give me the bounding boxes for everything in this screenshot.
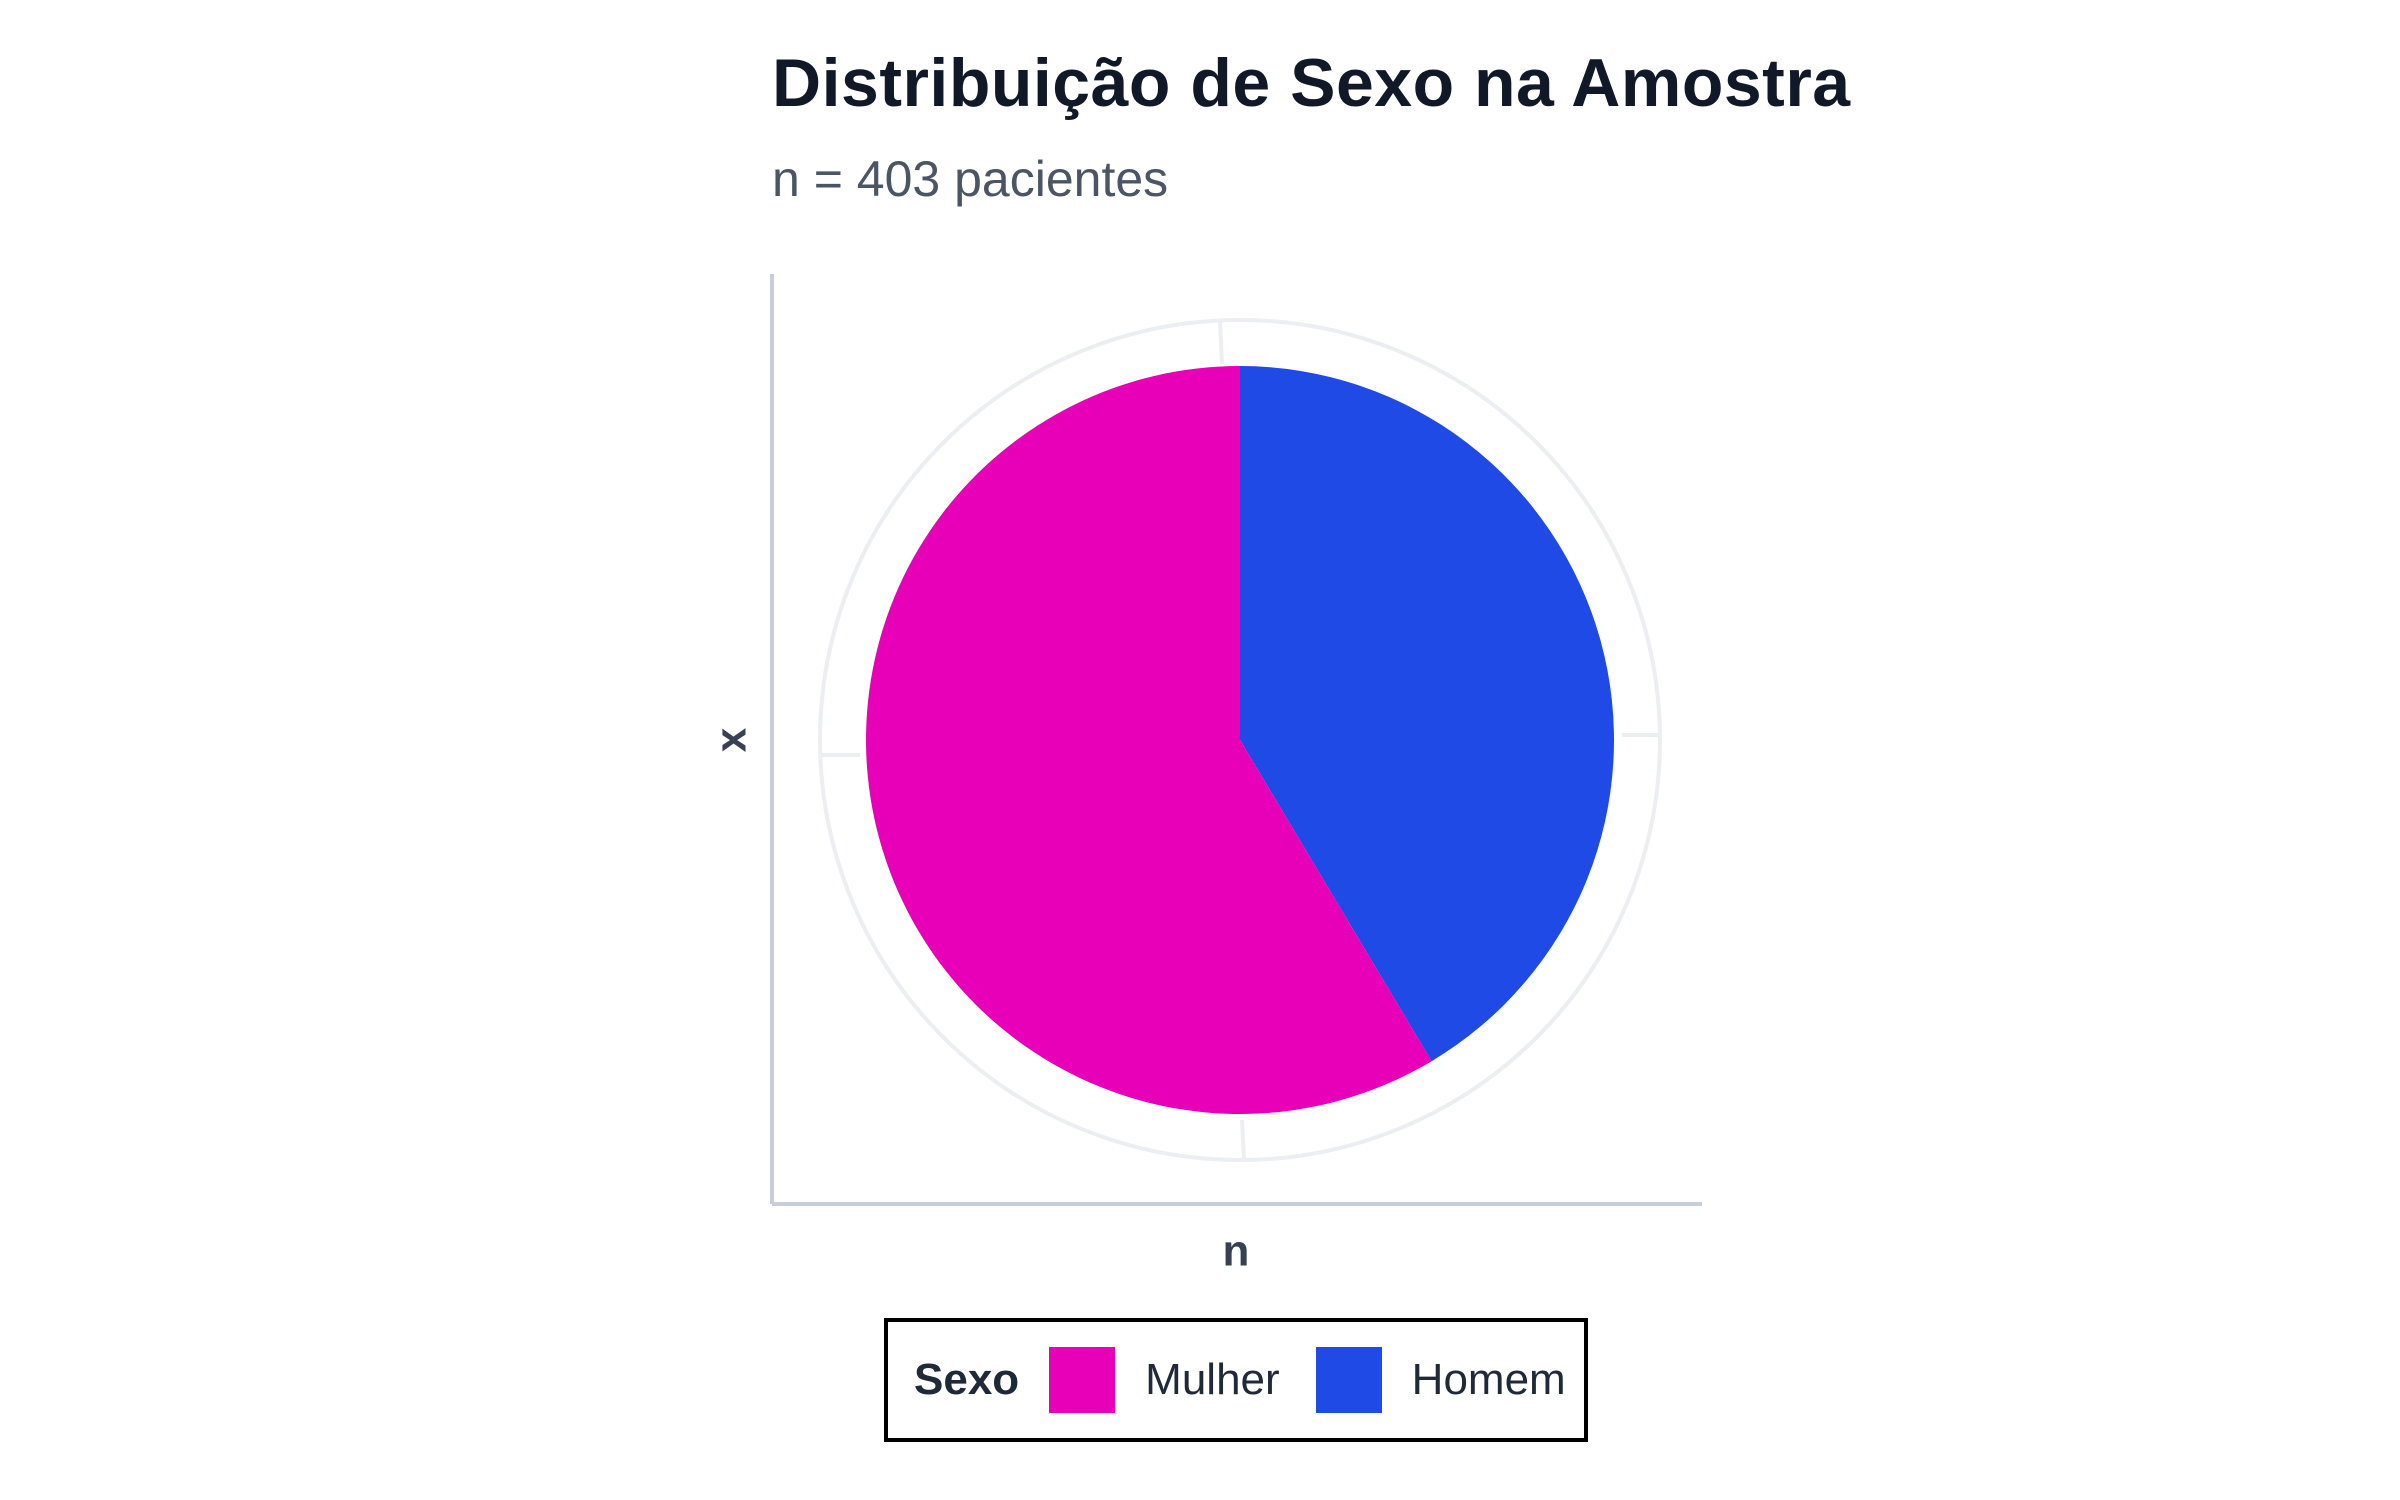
chart-title: Distribuição de Sexo na Amostra [772,45,1851,121]
pie-slices [866,366,1615,1114]
x-axis-label: n [1223,1227,1250,1276]
legend-swatch-mulher [1049,1347,1116,1413]
polar-grid-spoke [1240,1119,1246,1161]
legend-label-mulher: Mulher [1145,1355,1280,1404]
legend-label-homem: Homem [1411,1355,1566,1404]
legend-item-homem[interactable]: Homem [1315,1347,1566,1413]
legend-swatch-homem [1315,1347,1382,1413]
polar-grid-circle [818,318,1662,1162]
legend-title: Sexo [914,1355,1020,1404]
polar-grid [818,318,1662,1162]
legend: Sexo Mulher Homem [884,1318,1588,1442]
legend-item-mulher[interactable]: Mulher [1049,1347,1280,1413]
axes [770,274,1702,1206]
pie-slice-homem[interactable] [1240,366,1615,1062]
chart-subtitle: n = 403 pacientes [772,151,1169,207]
y-axis-label: x [707,727,756,752]
polar-grid-spoke [1218,319,1224,365]
pie-slice-mulher[interactable] [866,366,1432,1114]
